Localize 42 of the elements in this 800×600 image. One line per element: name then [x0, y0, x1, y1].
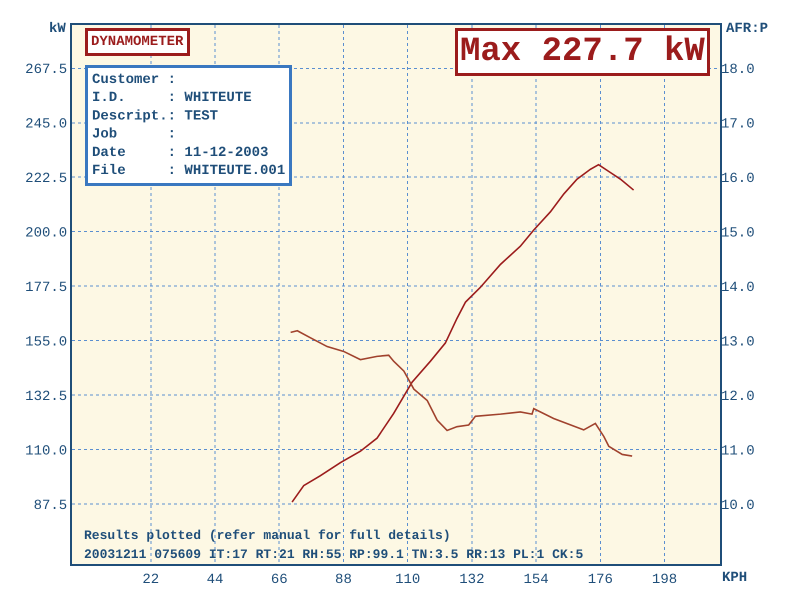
y-tick-label: 87.5 — [34, 498, 68, 514]
y2-tick-label: 16.0 — [721, 170, 755, 187]
annotation: Results plotted (refer manual for full details) — [84, 528, 451, 543]
x-tick-label: 44 — [206, 572, 224, 588]
y2-tick-label: 14.0 — [721, 280, 755, 296]
x-tick-label: 176 — [588, 572, 613, 588]
y2-tick-label: 12.0 — [721, 388, 755, 405]
annotation: Customer : — [92, 72, 176, 88]
x-tick-label: 198 — [652, 572, 678, 588]
x-tick-label: 22 — [142, 572, 160, 588]
y2-tick-label: 18.0 — [721, 62, 755, 78]
y2-tick-label: 10.0 — [721, 498, 755, 514]
annotation: Max 227.7 kW — [460, 33, 706, 71]
line-series — [291, 164, 634, 503]
annotation: DYNAMOMETER — [91, 34, 184, 50]
y-tick-label: 155.0 — [25, 334, 68, 351]
y-tick-label: 245.0 — [25, 116, 68, 133]
x-axis-title: KPH — [722, 570, 748, 586]
annotation: I.D. : WHITEUTE — [92, 90, 252, 106]
annotation: File : WHITEUTE.001 — [92, 163, 286, 179]
y2-tick-label: 17.0 — [721, 116, 755, 132]
annotation: Job : — [92, 126, 176, 143]
x-tick-label: 110 — [395, 572, 420, 588]
y2-tick-label: 11.0 — [721, 443, 755, 460]
y-tick-label: 267.5 — [25, 62, 68, 78]
annotation: 20031211 075609 IT:17 RT:21 RH:55 RP:99.1 TN:3.5 RR:13 PL:1 CK:5 — [84, 547, 584, 562]
y-tick-label: 200.0 — [25, 226, 68, 242]
y2-tick-label: 13.0 — [721, 334, 755, 350]
x-tick-label: 88 — [335, 572, 352, 588]
line-series — [290, 330, 633, 457]
x-tick-label: 66 — [270, 572, 288, 588]
x-tick-label: 154 — [524, 572, 549, 588]
y2-tick-label: 15.0 — [721, 225, 755, 242]
y-tick-label: 110.0 — [25, 443, 68, 460]
y2-axis-title: AFR:P — [726, 21, 768, 37]
y-tick-label: 222.5 — [25, 171, 68, 188]
y-tick-label: 132.5 — [25, 388, 68, 405]
annotation: Descript.: TEST — [92, 108, 218, 124]
y-axis-title: kW — [49, 21, 66, 37]
y-tick-label: 177.5 — [25, 280, 68, 296]
x-tick-label: 132 — [459, 572, 484, 588]
annotation: Date : 11-12-2003 — [92, 144, 268, 161]
